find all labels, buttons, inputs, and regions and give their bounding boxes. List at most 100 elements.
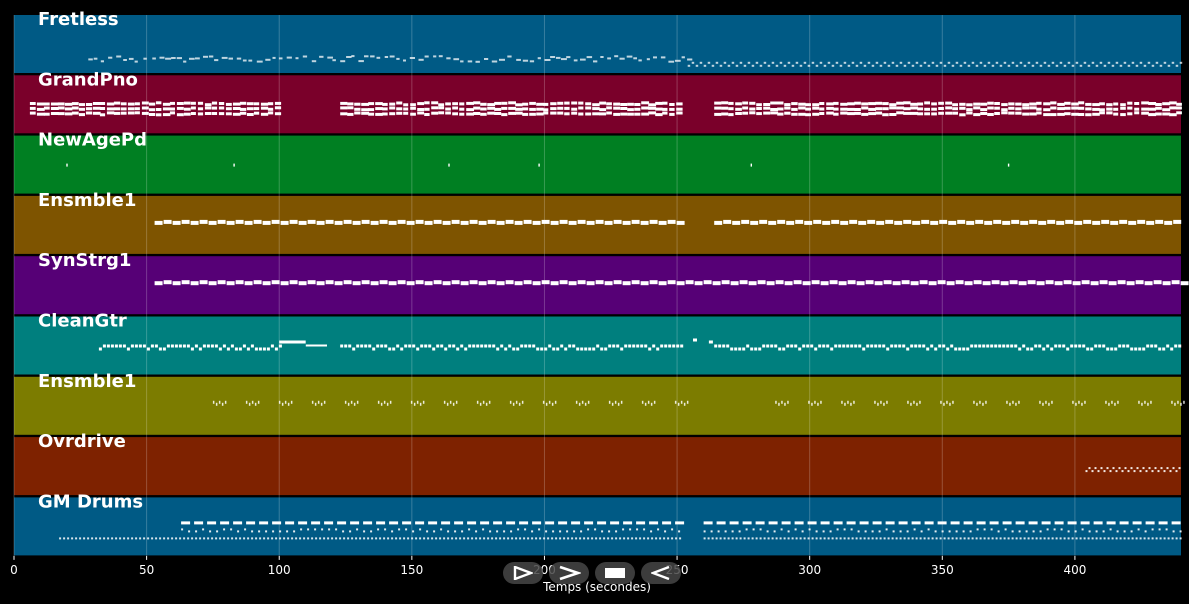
note	[669, 112, 675, 116]
note	[676, 281, 685, 286]
note	[515, 111, 523, 115]
note	[911, 64, 915, 67]
note	[375, 102, 383, 106]
note	[499, 537, 502, 540]
note	[815, 537, 818, 540]
note	[721, 101, 729, 105]
note	[347, 537, 350, 540]
note	[580, 530, 583, 533]
note	[1151, 537, 1154, 540]
note	[317, 400, 320, 404]
note	[1010, 344, 1014, 348]
note	[779, 537, 782, 540]
note	[831, 64, 835, 67]
note	[1046, 344, 1050, 348]
note	[535, 537, 538, 540]
note	[990, 528, 993, 531]
note	[578, 402, 581, 406]
note	[1162, 102, 1171, 106]
note	[542, 400, 545, 404]
note	[528, 344, 532, 348]
note-group-0	[88, 55, 1183, 67]
note	[791, 107, 798, 111]
note	[1169, 101, 1177, 105]
note	[106, 111, 115, 115]
note	[548, 344, 552, 348]
note	[494, 112, 502, 115]
note	[344, 400, 347, 404]
note	[1020, 220, 1029, 225]
note	[620, 400, 623, 404]
note	[634, 107, 641, 111]
note	[781, 521, 791, 525]
note	[134, 60, 138, 63]
note	[671, 537, 674, 540]
stop-button[interactable]	[595, 562, 635, 584]
note	[347, 102, 354, 106]
rewind-button[interactable]	[503, 562, 543, 584]
note	[1000, 281, 1009, 286]
note	[1032, 530, 1035, 533]
note	[1087, 537, 1090, 540]
note	[882, 344, 886, 348]
note	[924, 107, 930, 111]
note	[396, 57, 400, 60]
note	[202, 528, 205, 531]
note	[176, 102, 184, 105]
note	[520, 344, 524, 348]
note	[445, 111, 451, 115]
back-button[interactable]	[641, 562, 681, 584]
note	[455, 400, 458, 404]
note	[1051, 537, 1054, 540]
note	[586, 56, 593, 59]
note	[512, 347, 516, 351]
note	[1074, 530, 1077, 533]
note	[859, 521, 869, 525]
note	[826, 106, 834, 110]
note	[515, 107, 523, 111]
note	[622, 528, 625, 531]
note	[468, 344, 472, 348]
note	[274, 347, 278, 351]
note	[662, 111, 668, 115]
note	[1050, 347, 1054, 351]
note	[970, 344, 974, 348]
note	[759, 219, 768, 224]
note	[492, 344, 496, 348]
note	[443, 400, 446, 404]
note	[278, 344, 282, 348]
note	[874, 400, 876, 404]
note	[600, 56, 604, 58]
note	[299, 537, 302, 540]
note	[235, 537, 238, 540]
note	[417, 108, 425, 111]
note	[183, 107, 191, 111]
play-button[interactable]	[549, 562, 589, 584]
note	[879, 537, 882, 540]
note	[459, 537, 462, 540]
note	[766, 344, 770, 348]
note	[833, 521, 843, 525]
note	[1064, 112, 1071, 116]
note	[917, 102, 924, 106]
note	[1145, 470, 1148, 473]
note	[899, 61, 903, 64]
note	[599, 101, 607, 105]
note	[973, 106, 981, 110]
note	[889, 106, 897, 110]
note	[833, 112, 839, 116]
note	[67, 537, 70, 540]
note	[952, 103, 958, 107]
note	[955, 280, 964, 285]
note	[966, 220, 975, 225]
note	[368, 112, 375, 116]
note	[660, 56, 666, 59]
note	[1172, 467, 1175, 470]
note	[883, 61, 887, 64]
note	[619, 537, 622, 540]
note	[1141, 402, 1143, 406]
note	[1074, 220, 1083, 225]
note	[415, 280, 424, 285]
note	[668, 60, 675, 63]
note	[1171, 521, 1181, 525]
